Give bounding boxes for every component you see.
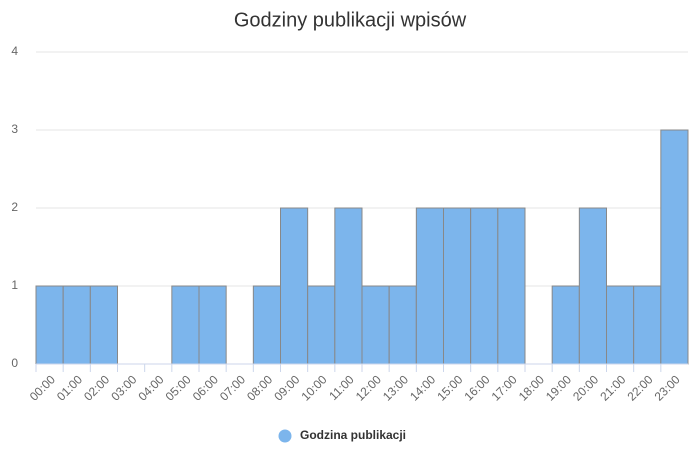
bar: [470, 207, 499, 365]
x-tick-label: 22:00: [624, 372, 655, 403]
x-tick-label: 23:00: [652, 372, 683, 403]
x-tick-label: 12:00: [353, 372, 384, 403]
x-tick-label: 04:00: [135, 372, 166, 403]
y-tick-label: 3: [11, 122, 18, 136]
y-tick-label: 2: [11, 200, 18, 214]
x-tick-label: 11:00: [326, 372, 357, 403]
x-tick-label: 15:00: [434, 372, 465, 403]
x-tick-label: 19:00: [543, 372, 574, 403]
bar: [252, 285, 281, 365]
x-tick-label: 06:00: [190, 372, 221, 403]
x-tick-label: 16:00: [461, 372, 492, 403]
legend-marker: [278, 429, 292, 443]
x-tick-label: 13:00: [380, 372, 411, 403]
bar: [35, 285, 64, 365]
bar: [497, 207, 526, 365]
bar: [307, 285, 336, 365]
bar: [388, 285, 417, 365]
x-tick-label: 01:00: [54, 372, 85, 403]
y-tick-label: 4: [11, 44, 18, 58]
x-tick-label: 03:00: [108, 372, 139, 403]
x-tick-label: 08:00: [244, 372, 275, 403]
bar: [443, 207, 472, 365]
x-tick-label: 10:00: [298, 372, 329, 403]
y-tick-label: 0: [11, 356, 18, 370]
legend-label: Godzina publikacji: [300, 428, 406, 442]
x-tick-label: 07:00: [217, 372, 248, 403]
chart-title: Godziny publikacji wpisów: [234, 9, 467, 31]
bar: [578, 207, 607, 365]
bar: [361, 285, 390, 365]
bar: [171, 285, 200, 365]
x-tick-label: 18:00: [516, 372, 547, 403]
bar: [334, 207, 363, 365]
bar: [660, 129, 689, 365]
bar: [633, 285, 662, 365]
x-tick-label: 14:00: [407, 372, 438, 403]
x-tick-label: 05:00: [163, 372, 194, 403]
bar: [551, 285, 580, 365]
bar: [62, 285, 91, 365]
x-tick-label: 00:00: [27, 372, 58, 403]
bar: [415, 207, 445, 365]
bar: [89, 285, 119, 365]
x-tick-label: 21:00: [597, 372, 628, 403]
x-tick-label: 17:00: [489, 372, 520, 403]
x-tick-label: 02:00: [81, 372, 112, 403]
y-tick-label: 1: [11, 278, 18, 292]
x-tick-label: 09:00: [271, 372, 302, 403]
bar: [280, 207, 309, 365]
x-tick-label: 20:00: [570, 372, 601, 403]
bar: [198, 285, 227, 365]
bar: [606, 285, 635, 365]
